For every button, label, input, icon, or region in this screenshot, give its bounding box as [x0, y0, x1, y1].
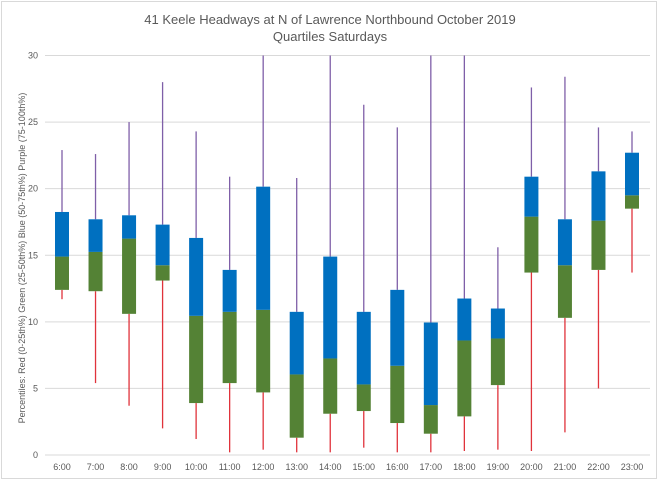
chart-marks — [55, 55, 639, 453]
box-upper-median-q3 — [524, 176, 539, 217]
x-tick-label: 7:00 — [87, 462, 105, 472]
box-lower-q1-median — [122, 238, 137, 314]
box-lower-q1-median — [591, 220, 606, 270]
box-lower-q1-median — [189, 315, 204, 404]
box-lower-q1-median — [490, 338, 505, 386]
x-tick-label: 17:00 — [420, 462, 443, 472]
x-tick-label: 19:00 — [487, 462, 510, 472]
x-tick-label: 6:00 — [53, 462, 71, 472]
box-upper-median-q3 — [557, 219, 572, 266]
y-tick-label: 25 — [28, 117, 38, 127]
y-tick-label: 5 — [33, 383, 38, 393]
box-lower-q1-median — [524, 216, 539, 273]
y-tick-label: 15 — [28, 250, 38, 260]
x-tick-label: 11:00 — [219, 462, 241, 472]
y-tick-label: 20 — [28, 184, 38, 194]
box-upper-median-q3 — [356, 311, 371, 385]
y-tick-label: 30 — [28, 51, 38, 61]
box-upper-median-q3 — [189, 237, 204, 316]
box-upper-median-q3 — [289, 311, 304, 375]
box-lower-q1-median — [323, 358, 338, 414]
chart-title: 41 Keele Headways at N of Lawrence North… — [144, 12, 516, 27]
box-lower-q1-median — [557, 265, 572, 318]
box-upper-median-q3 — [457, 298, 472, 341]
x-tick-label: 13:00 — [285, 462, 308, 472]
box-upper-median-q3 — [222, 269, 237, 312]
box-upper-median-q3 — [55, 211, 69, 257]
box-upper-median-q3 — [256, 186, 271, 310]
x-tick-label: 14:00 — [319, 462, 342, 472]
box-lower-q1-median — [55, 256, 69, 290]
box-lower-q1-median — [390, 365, 405, 424]
box-lower-q1-median — [625, 195, 639, 209]
box-upper-median-q3 — [155, 224, 170, 266]
box-upper-median-q3 — [625, 152, 639, 196]
box-upper-median-q3 — [490, 308, 505, 339]
box-lower-q1-median — [423, 405, 438, 434]
box-lower-q1-median — [222, 311, 237, 384]
box-upper-median-q3 — [88, 219, 103, 252]
chart-subtitle: Quartiles Saturdays — [272, 29, 388, 44]
x-tick-label: 9:00 — [154, 462, 172, 472]
gridlines — [45, 55, 650, 456]
y-tick-label: 10 — [28, 317, 38, 327]
box-lower-q1-median — [356, 384, 371, 412]
x-tick-label: 16:00 — [386, 462, 409, 472]
box-upper-median-q3 — [423, 322, 438, 406]
box-lower-q1-median — [88, 251, 103, 292]
x-tick-label: 18:00 — [453, 462, 476, 472]
y-tick-label: 0 — [33, 450, 38, 460]
x-tick-label: 21:00 — [554, 462, 577, 472]
x-tick-label: 8:00 — [120, 462, 138, 472]
y-tick-labels: 0 5 10 15 20 25 30 — [28, 51, 38, 461]
x-tick-label: 23:00 — [621, 462, 644, 472]
x-tick-labels: 6:00 7:00 8:00 9:00 10:00 11:00 12:00 13:00 14:0… — [53, 462, 643, 472]
x-tick-label: 12:00 — [252, 462, 275, 472]
box-lower-q1-median — [457, 340, 472, 417]
box-upper-median-q3 — [390, 289, 405, 366]
x-tick-label: 10:00 — [185, 462, 208, 472]
x-tick-label: 15:00 — [352, 462, 375, 472]
box-lower-q1-median — [256, 309, 271, 393]
box-upper-median-q3 — [591, 171, 606, 221]
x-tick-label: 22:00 — [587, 462, 610, 472]
box-upper-median-q3 — [323, 256, 338, 359]
box-upper-median-q3 — [122, 215, 137, 239]
box-lower-q1-median — [155, 265, 170, 281]
box-lower-q1-median — [289, 374, 304, 438]
x-tick-label: 20:00 — [520, 462, 543, 472]
